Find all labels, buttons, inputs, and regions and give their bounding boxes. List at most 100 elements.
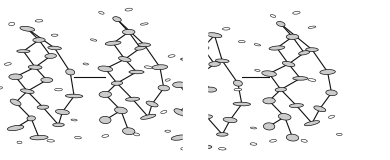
Ellipse shape [66, 94, 83, 98]
Ellipse shape [270, 15, 276, 17]
Ellipse shape [45, 54, 57, 58]
Ellipse shape [111, 81, 123, 85]
Ellipse shape [152, 65, 168, 70]
Ellipse shape [161, 110, 167, 114]
Ellipse shape [262, 71, 277, 76]
Ellipse shape [191, 126, 199, 130]
Ellipse shape [238, 40, 245, 43]
Ellipse shape [306, 48, 318, 52]
Ellipse shape [194, 145, 212, 149]
Ellipse shape [144, 66, 152, 68]
Ellipse shape [173, 82, 186, 88]
Ellipse shape [20, 89, 34, 93]
Ellipse shape [37, 105, 49, 109]
Ellipse shape [254, 44, 261, 46]
Ellipse shape [0, 87, 3, 89]
Ellipse shape [314, 106, 326, 112]
Ellipse shape [47, 140, 55, 142]
Ellipse shape [192, 73, 206, 77]
Ellipse shape [158, 85, 170, 91]
Ellipse shape [222, 28, 230, 30]
Ellipse shape [115, 107, 127, 114]
Bar [183, 0, 207, 160]
Ellipse shape [17, 50, 30, 53]
Ellipse shape [209, 62, 220, 66]
Ellipse shape [55, 109, 69, 115]
Ellipse shape [113, 17, 121, 22]
Ellipse shape [165, 79, 170, 81]
Ellipse shape [216, 133, 228, 136]
Ellipse shape [181, 58, 194, 61]
Ellipse shape [74, 136, 82, 139]
Ellipse shape [326, 90, 337, 96]
Ellipse shape [168, 55, 175, 57]
Ellipse shape [9, 22, 15, 26]
Ellipse shape [250, 143, 257, 145]
Ellipse shape [53, 123, 64, 127]
Ellipse shape [140, 23, 148, 25]
Ellipse shape [140, 114, 156, 119]
Ellipse shape [7, 125, 24, 131]
Ellipse shape [234, 80, 242, 86]
Ellipse shape [105, 41, 121, 45]
Ellipse shape [27, 116, 35, 121]
Ellipse shape [133, 133, 140, 136]
Ellipse shape [71, 119, 77, 121]
Ellipse shape [146, 101, 158, 107]
Ellipse shape [278, 113, 291, 120]
Ellipse shape [304, 121, 320, 126]
Ellipse shape [263, 123, 275, 130]
Ellipse shape [269, 46, 285, 50]
Ellipse shape [122, 29, 135, 35]
Ellipse shape [181, 148, 186, 150]
Ellipse shape [20, 26, 35, 31]
Ellipse shape [201, 115, 213, 119]
Ellipse shape [282, 61, 295, 67]
Ellipse shape [308, 26, 316, 28]
Ellipse shape [28, 65, 42, 69]
Ellipse shape [90, 39, 97, 41]
Ellipse shape [233, 102, 250, 106]
Ellipse shape [286, 34, 299, 39]
Ellipse shape [10, 99, 21, 106]
Ellipse shape [171, 135, 188, 140]
Ellipse shape [4, 63, 11, 65]
Ellipse shape [125, 8, 132, 11]
Ellipse shape [197, 46, 209, 50]
Ellipse shape [275, 88, 287, 92]
Ellipse shape [99, 116, 111, 124]
Ellipse shape [41, 77, 53, 83]
Ellipse shape [207, 33, 222, 38]
Ellipse shape [184, 99, 198, 103]
Ellipse shape [138, 43, 151, 47]
Ellipse shape [328, 115, 335, 118]
Ellipse shape [301, 139, 307, 142]
Ellipse shape [135, 46, 146, 50]
Ellipse shape [255, 69, 260, 71]
Ellipse shape [33, 38, 45, 42]
Ellipse shape [99, 11, 104, 14]
Ellipse shape [289, 104, 303, 108]
Ellipse shape [66, 69, 74, 75]
Ellipse shape [337, 133, 342, 136]
Ellipse shape [51, 34, 58, 36]
Ellipse shape [269, 140, 277, 142]
Ellipse shape [250, 127, 257, 129]
Ellipse shape [234, 88, 242, 91]
Ellipse shape [299, 51, 310, 55]
Ellipse shape [30, 135, 48, 140]
Ellipse shape [293, 77, 308, 80]
Ellipse shape [165, 130, 170, 132]
Ellipse shape [55, 88, 62, 91]
Ellipse shape [308, 79, 316, 81]
Ellipse shape [102, 135, 109, 137]
Ellipse shape [174, 109, 185, 115]
Ellipse shape [200, 24, 206, 27]
Ellipse shape [286, 134, 299, 141]
Ellipse shape [35, 20, 43, 22]
Ellipse shape [216, 59, 229, 63]
Ellipse shape [129, 70, 144, 74]
Ellipse shape [119, 57, 131, 62]
Ellipse shape [218, 148, 226, 150]
Ellipse shape [263, 98, 275, 104]
